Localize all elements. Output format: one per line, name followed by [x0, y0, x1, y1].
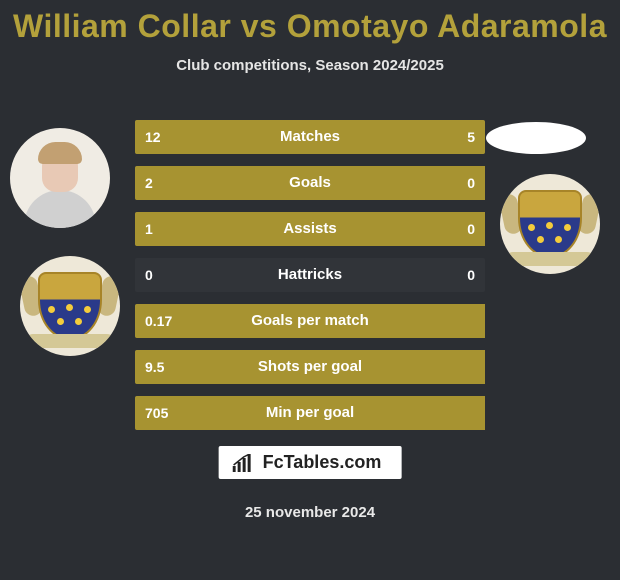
player-left-avatar — [10, 128, 110, 228]
stat-row: 125Matches — [135, 120, 485, 154]
footer-date: 25 november 2024 — [0, 504, 620, 521]
club-crest-right — [500, 174, 600, 274]
stat-row: 10Assists — [135, 212, 485, 246]
stat-row: 9.5Shots per goal — [135, 350, 485, 384]
stat-label: Goals — [135, 166, 485, 200]
stat-row: 20Goals — [135, 166, 485, 200]
stat-row: 00Hattricks — [135, 258, 485, 292]
club-crest-left — [20, 256, 120, 356]
subtitle: Club competitions, Season 2024/2025 — [0, 57, 620, 74]
stat-label: Assists — [135, 212, 485, 246]
player-right-avatar — [486, 122, 586, 154]
brand-badge: FcTables.com — [219, 446, 402, 479]
stat-label: Min per goal — [135, 396, 485, 430]
stat-label: Shots per goal — [135, 350, 485, 384]
stat-row: 705Min per goal — [135, 396, 485, 430]
chart-icon — [233, 454, 255, 472]
stat-label: Hattricks — [135, 258, 485, 292]
stat-row: 0.17Goals per match — [135, 304, 485, 338]
page-title: William Collar vs Omotayo Adaramola — [0, 0, 620, 45]
stats-table: 125Matches 20Goals 10Assists 00Hattricks 0.1… — [135, 120, 485, 442]
brand-label: FcTables.com — [263, 452, 382, 472]
stat-label: Goals per match — [135, 304, 485, 338]
stat-label: Matches — [135, 120, 485, 154]
